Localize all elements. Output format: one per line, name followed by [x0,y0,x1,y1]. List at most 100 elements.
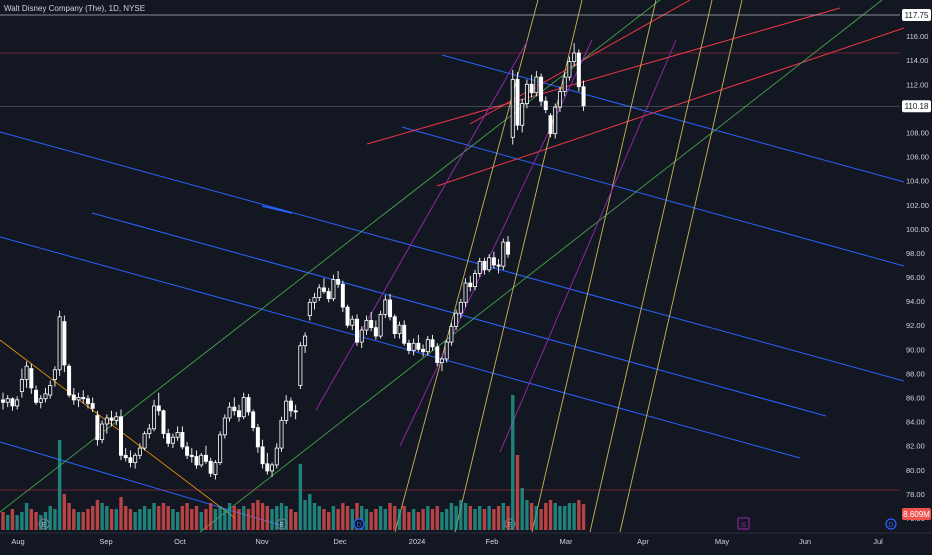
volume-bar [562,506,567,530]
candle [241,392,246,420]
volume-bar [511,395,515,530]
candle [567,56,572,81]
candle [312,292,317,310]
candle [15,396,20,410]
orange-trendline[interactable] [0,339,236,519]
volume-bar [76,512,81,530]
volume-bar [161,503,166,530]
last-price-label-text: 110.18 [905,102,929,111]
volume-label: 8.609M [902,508,931,520]
yellow-trendline[interactable] [589,0,713,533]
volume-bar [416,512,421,530]
candle [57,310,62,376]
volume-bar [34,512,38,530]
blue-trendline[interactable] [441,54,905,183]
volume-bar [142,506,147,530]
candle [359,326,364,349]
blue-trendline[interactable] [401,126,905,267]
candle [307,298,312,321]
earnings-marker[interactable]: E [504,518,516,530]
volume-bar [567,503,572,530]
yellow-trendline[interactable] [531,0,657,533]
volume-bar [43,512,48,530]
purple-trendline[interactable] [499,39,677,453]
volume-bar [421,509,425,530]
time-tick-label: Sep [99,537,112,546]
candle [543,96,548,114]
yellow-trendline[interactable] [619,0,743,533]
volume-bar [397,509,402,530]
yellow-trendline[interactable] [454,0,583,533]
time-tick-label: Jul [873,537,883,546]
volume-bar [298,464,303,530]
earnings-marker[interactable]: E [276,518,288,530]
candle [128,450,133,468]
volume-bar [95,500,100,530]
volume-bar [194,506,199,530]
candle [350,315,355,331]
volume-bar [345,506,350,530]
dividend-marker[interactable]: D [353,518,365,530]
red-trendline[interactable] [436,27,905,187]
candle [5,395,10,408]
blue-trendline[interactable] [91,212,827,417]
trendline-drawings[interactable] [0,0,905,533]
candle [156,392,161,416]
blue-trendline[interactable] [261,205,293,214]
earnings-marker[interactable]: E [38,518,50,530]
candle [0,392,6,410]
candle [123,448,128,462]
volume-bar [199,512,203,530]
volume-bar [114,509,118,530]
green-trendline[interactable] [0,0,661,513]
volume-bar [57,440,62,530]
candle [76,392,81,408]
candle [48,380,53,399]
candle [548,113,553,138]
candle [397,321,402,339]
candle [468,275,473,292]
price-tick-label: 80.00 [906,466,925,475]
price-tick-label: 90.00 [906,345,925,354]
volume-bar [496,506,501,530]
volume-bar [15,515,19,530]
candle [411,338,416,356]
volume-bar [378,506,383,530]
volume-bar [411,509,416,530]
volume-bar [133,512,137,530]
volume-bar [312,503,317,530]
candle [515,72,520,131]
green-trendline[interactable] [199,0,883,533]
blue-trendline[interactable] [0,236,801,459]
volume-bar [284,506,288,530]
candle [246,393,251,416]
purple-trendline[interactable] [315,39,529,411]
time-tick-label: May [715,537,729,546]
split-marker[interactable]: S [737,517,750,530]
time-axis[interactable]: Aug Sep Oct Nov Dec 2024 Feb Mar Apr May Jun Jul [11,537,883,546]
candle [203,445,208,464]
dividend-marker[interactable]: D [885,518,897,530]
volume-bar [246,509,251,530]
time-tick-label: Apr [637,537,649,546]
red-trendline[interactable] [366,7,841,145]
blue-trendline[interactable] [0,131,905,382]
volume-bar [105,506,109,530]
candle [510,69,515,145]
candle [491,251,496,269]
volume-bar [251,503,255,530]
volume-bar [119,497,123,530]
candle [293,404,298,420]
volume-bar [279,503,284,530]
volume-label-text: 8.609M [903,510,930,519]
candle [524,79,529,109]
candle [539,73,544,106]
svg-text:E: E [508,522,513,529]
time-tick-label: Jun [799,537,811,546]
candle [270,462,275,477]
candle [175,426,180,441]
volume-bar [204,509,208,530]
candle [19,368,24,398]
